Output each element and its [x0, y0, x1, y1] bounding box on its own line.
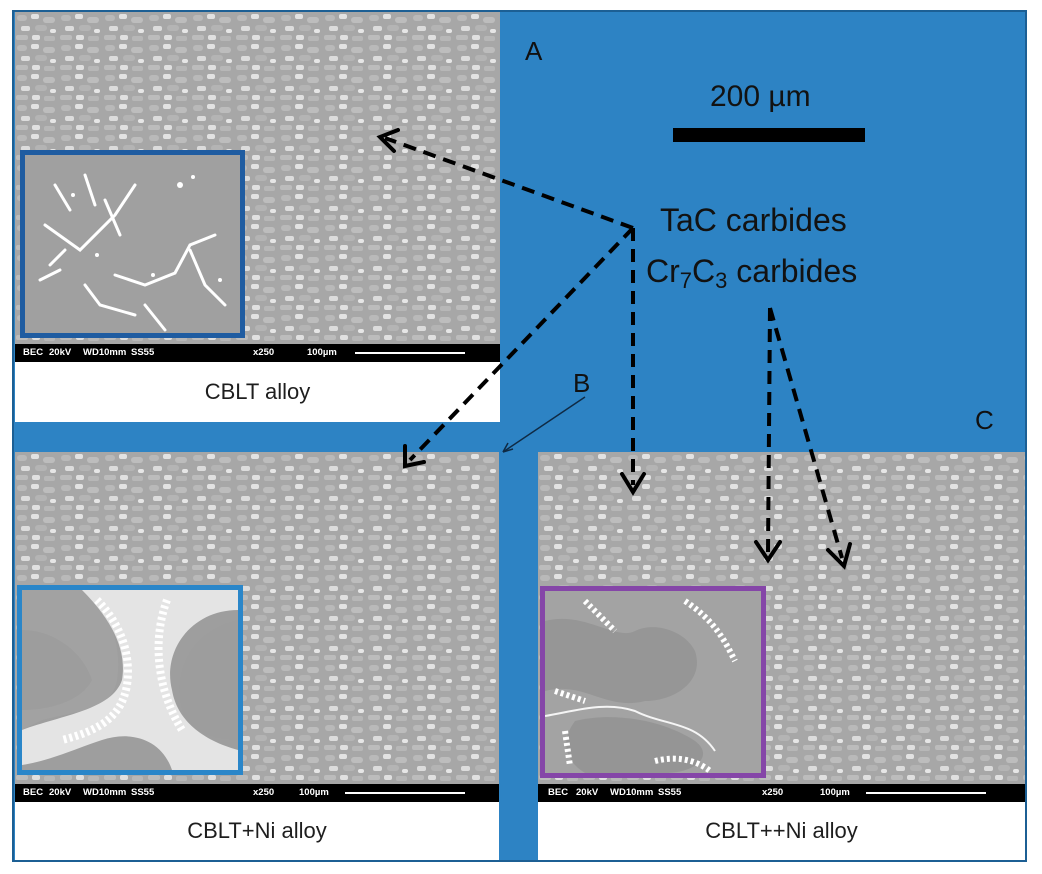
sem-working-distance: WD10mm [610, 787, 654, 798]
sem-spot: SS55 [658, 787, 682, 798]
arrow-to-c-cr-1 [766, 307, 772, 554]
sem-mode: BEC [23, 787, 44, 798]
sem-voltage: 20kV [49, 347, 72, 358]
sem-info-bar-c: BEC 20kV WD10mm SS55 x250 100µm [538, 784, 1025, 802]
panel-letter-b: B [573, 368, 591, 398]
sem-scale-line [355, 352, 465, 354]
scale-bar [673, 128, 865, 142]
cr-symbol: Cr [646, 253, 680, 289]
carbides-word: carbides [727, 253, 858, 289]
sem-scale-line [866, 792, 986, 794]
caption-c: CBLT++Ni alloy [538, 802, 1025, 860]
sem-scale: 100µm [307, 347, 337, 358]
inset-c [540, 586, 766, 778]
sem-working-distance: WD10mm [83, 787, 127, 798]
sem-working-distance: WD10mm [83, 347, 127, 358]
inset-c-detail [545, 591, 761, 773]
sem-mode: BEC [23, 347, 44, 358]
arrow-to-a [384, 136, 634, 230]
tac-carbides-label: TaC carbides [660, 202, 847, 238]
sem-voltage: 20kV [49, 787, 72, 798]
panel-letter-a: A [525, 36, 543, 66]
arrow-to-b [408, 226, 635, 462]
cr-subscript: 7 [679, 268, 693, 293]
scale-bar-label: 200 µm [710, 80, 811, 113]
sem-scale-line [345, 792, 465, 794]
c-subscript: 3 [715, 268, 728, 293]
sem-magnification: x250 [253, 347, 275, 358]
inset-a [20, 150, 245, 338]
sem-scale: 100µm [299, 787, 329, 798]
sem-magnification: x250 [253, 787, 275, 798]
sem-magnification: x250 [762, 787, 784, 798]
inset-b [17, 585, 243, 775]
sem-spot: SS55 [131, 787, 155, 798]
inset-b-detail [22, 590, 238, 770]
arrow-to-c-cr-2 [768, 307, 844, 559]
cr7c3-carbides-label: Cr7C3 carbides [646, 253, 858, 293]
caption-a: CBLT alloy [15, 362, 500, 422]
sem-mode: BEC [548, 787, 569, 798]
sem-voltage: 20kV [576, 787, 599, 798]
panel-letter-c: C [975, 405, 994, 435]
c-symbol: C [692, 253, 716, 289]
sem-info-bar-a: BEC 20kV WD10mm SS55 x250 100µm [15, 344, 500, 362]
sem-info-bar-b: BEC 20kV WD10mm SS55 x250 100µm [15, 784, 499, 802]
sem-spot: SS55 [131, 347, 155, 358]
inset-a-detail [25, 155, 240, 333]
b-pointer-line [502, 396, 586, 453]
sem-scale: 100µm [820, 787, 850, 798]
caption-b: CBLT+Ni alloy [15, 802, 499, 860]
